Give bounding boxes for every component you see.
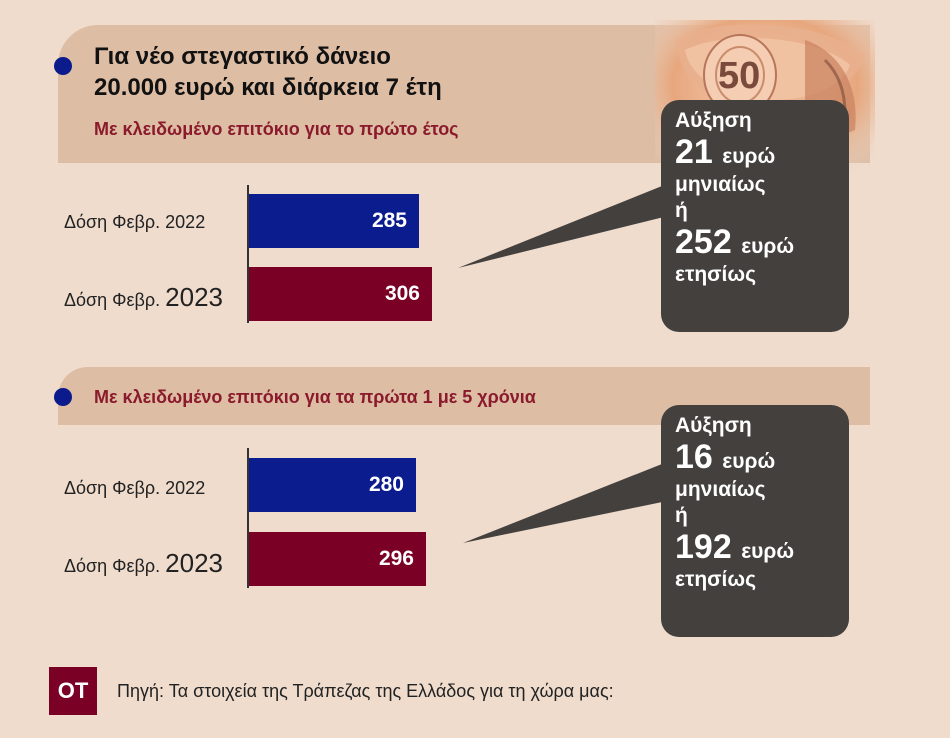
section-2-bullet-dot <box>54 388 72 406</box>
category-prefix: Δόση Φεβρ. <box>64 290 161 310</box>
chart-1-bar-value: 306 <box>384 282 420 305</box>
chart-2-bar-value: 280 <box>368 473 404 496</box>
chart-1-bar-2022: 285 <box>249 194 419 248</box>
callout-number: 252 <box>675 223 732 262</box>
chart-2-subtitle: Με κλειδωμένο επιτόκιο για τα πρώτα 1 με… <box>94 387 536 407</box>
publisher-logo: ΟΤ <box>49 667 97 715</box>
chart-1-axis <box>247 185 249 323</box>
category-prefix: Δόση Φεβρ. <box>64 212 161 232</box>
banknote-text: 50 <box>718 55 760 97</box>
chart-2-category-label: Δόση Φεβρ. 2023 <box>64 548 223 579</box>
category-year: 2022 <box>165 212 206 232</box>
callout-line: ετησίως <box>675 567 757 591</box>
callout-line: ή <box>675 198 688 222</box>
callout-unit: ευρώ <box>741 235 795 259</box>
callout-number: 192 <box>675 528 732 567</box>
chart-1-category-label: Δόση Φεβρ. 2022 <box>64 212 205 233</box>
callout-line: ή <box>675 503 688 527</box>
callout-line: Αύξηση <box>675 414 752 437</box>
source-note: Πηγή: Τα στοιχεία της Τράπεζας της Ελλάδ… <box>117 681 614 701</box>
chart-1-bar-2023: 306 <box>249 267 432 321</box>
chart-2-bar-2022: 280 <box>249 458 416 512</box>
callout-line: μηνιαίως <box>675 172 766 196</box>
section-1-bullet-dot <box>54 57 72 75</box>
chart-1-bar-value: 285 <box>371 209 407 232</box>
chart-2-category-label: Δόση Φεβρ. 2022 <box>64 478 205 499</box>
callout-unit: ευρώ <box>722 450 776 474</box>
callout-line: ετησίως <box>675 262 757 286</box>
chart-2-bar-value: 296 <box>378 547 414 570</box>
callout-number: 16 <box>675 438 713 477</box>
page-title-line-1: Για νέο στεγαστικό δάνειο <box>94 43 391 70</box>
category-year: 2023 <box>165 548 223 578</box>
callout-unit: ευρώ <box>722 145 776 169</box>
callout-number: 21 <box>675 133 713 172</box>
chart-1-callout-box: Αύξηση 21 ευρώ μηνιαίως ή 252 ευρώ ετησί… <box>661 100 849 332</box>
callout-unit: ευρώ <box>741 540 795 564</box>
callout-line: Αύξηση <box>675 109 752 132</box>
chart-2-axis <box>247 448 249 588</box>
chart-2-bar-2023: 296 <box>249 532 426 586</box>
category-prefix: Δόση Φεβρ. <box>64 478 161 498</box>
category-year: 2022 <box>165 478 206 498</box>
category-prefix: Δόση Φεβρ. <box>64 556 161 576</box>
chart-1-category-label: Δόση Φεβρ. 2023 <box>64 282 223 313</box>
page-title-line-2: 20.000 ευρώ και διάρκεια 7 έτη <box>94 74 442 101</box>
chart-1-subtitle: Με κλειδωμένο επιτόκιο για το πρώτο έτος <box>94 119 459 139</box>
chart-2-callout-box: Αύξηση 16 ευρώ μηνιαίως ή 192 ευρώ ετησί… <box>661 405 849 637</box>
category-year: 2023 <box>165 282 223 312</box>
callout-line: μηνιαίως <box>675 477 766 501</box>
